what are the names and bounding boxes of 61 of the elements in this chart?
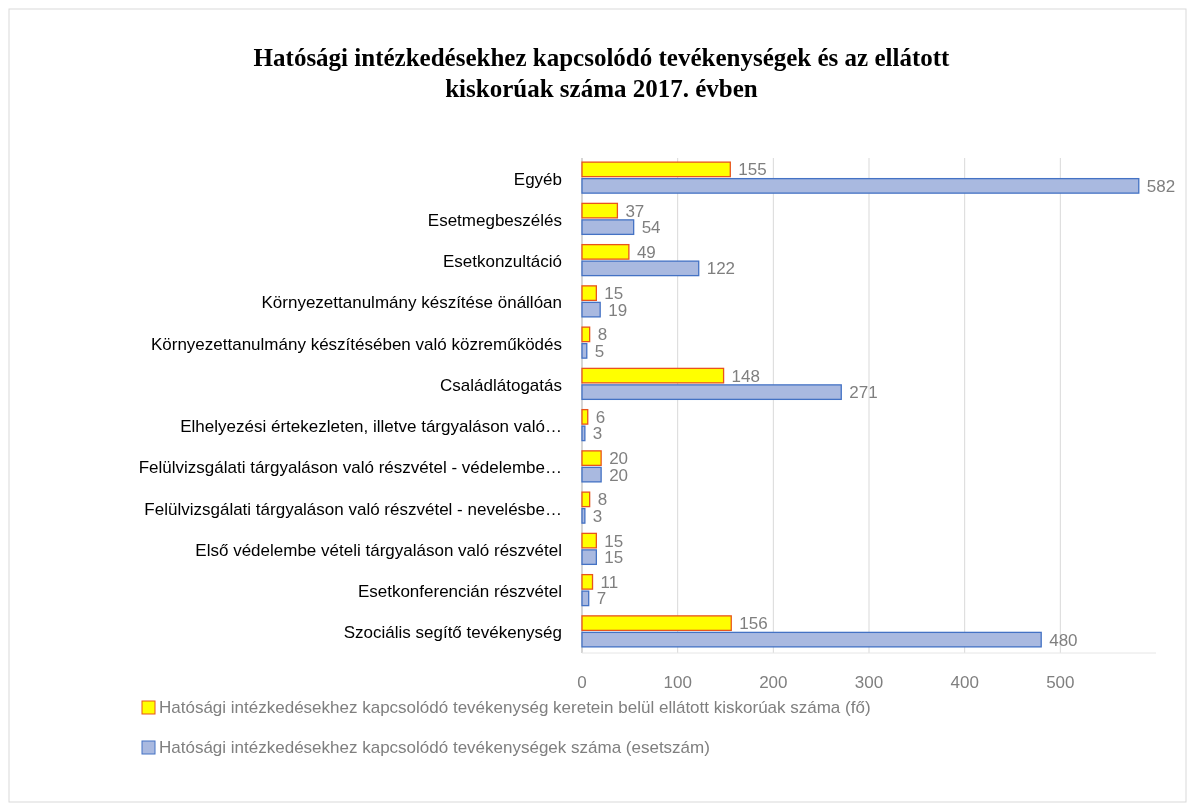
data-label: 37: [625, 201, 645, 221]
bar: [581, 243, 630, 260]
data-label: 7: [596, 589, 607, 609]
y-tick-label: Egyéb: [513, 169, 562, 189]
data-label: 148: [731, 366, 760, 386]
y-tick-label: Felülvizsgálati tárgyaláson való részvétel - nevelésbe…: [144, 499, 562, 519]
y-tick-label: Esetkonzultáció: [442, 252, 562, 272]
y-tick-label: Esetmegbeszélés: [427, 210, 562, 230]
chart-title: Hatósági intézkedésekhez kapcsolódó tevékenységek és az ellátott kiskorúak száma 2017. évben: [253, 44, 951, 102]
y-tick-label: Szociális segítő tevékenység: [343, 623, 562, 643]
bar: [581, 450, 602, 467]
x-tick-label: 100: [663, 673, 692, 692]
data-label: 582: [1146, 176, 1176, 196]
bar: [581, 549, 597, 566]
data-label: 11: [600, 572, 619, 592]
bar: [581, 260, 700, 277]
bar: [581, 177, 1140, 194]
y-tick-label: Családlátogatás: [440, 375, 562, 395]
y-tick-label: Felülvizsgálati tárgyaláson való részvétel - védelembe…: [138, 458, 562, 478]
y-tick-label: Elhelyezési értekezleten, illetve tárgyaláson való…: [180, 417, 562, 437]
bar: [581, 202, 619, 219]
legend-label: Hatósági intézkedésekhez kapcsolódó tevékenységek száma (esetszám): [159, 738, 710, 757]
data-label: 49: [636, 242, 656, 262]
bar: [581, 615, 732, 632]
bar: [581, 326, 591, 343]
x-tick-label: 200: [759, 673, 788, 692]
bar: [581, 285, 597, 302]
data-label: 15: [604, 531, 624, 551]
x-tick-label: 0: [577, 673, 587, 692]
data-label: 155: [738, 160, 767, 180]
bar: [581, 342, 588, 359]
data-label: 122: [706, 259, 736, 279]
bar: [581, 590, 590, 607]
x-tick-label: 400: [950, 673, 979, 692]
y-tick-label: Első védelembe vételi tárgyaláson való részvétel: [195, 540, 562, 560]
bar: [581, 384, 842, 401]
bar: [581, 507, 586, 524]
bar: [581, 301, 601, 318]
data-label: 15: [604, 548, 624, 568]
y-tick-label: Esetkonferencián részvétel: [357, 582, 562, 602]
bar: [581, 219, 635, 236]
bar: [581, 532, 597, 549]
data-label: 54: [641, 218, 661, 238]
legend-label: Hatósági intézkedésekhez kapcsolódó tevékenység keretein belül ellátott kiskorúak száma (fő): [159, 698, 871, 717]
data-label: 156: [739, 614, 768, 634]
bar: [581, 573, 594, 590]
y-tick-label: Környezettanulmány készítésében való közreműködés: [150, 334, 562, 354]
bar: [581, 491, 591, 508]
data-label: 480: [1049, 630, 1078, 650]
bar: [581, 161, 731, 178]
data-label: 3: [592, 424, 603, 444]
bar: [581, 408, 589, 425]
y-tick-label: Környezettanulmány készítése önállóan: [261, 293, 562, 313]
x-tick-label: 300: [854, 673, 884, 692]
data-label: 271: [849, 383, 878, 403]
bar: [581, 466, 602, 483]
bar: [581, 631, 1042, 648]
x-tick-label: 500: [1046, 673, 1075, 692]
bar: [581, 367, 725, 384]
bar: [581, 425, 586, 442]
data-label: 6: [595, 407, 606, 427]
